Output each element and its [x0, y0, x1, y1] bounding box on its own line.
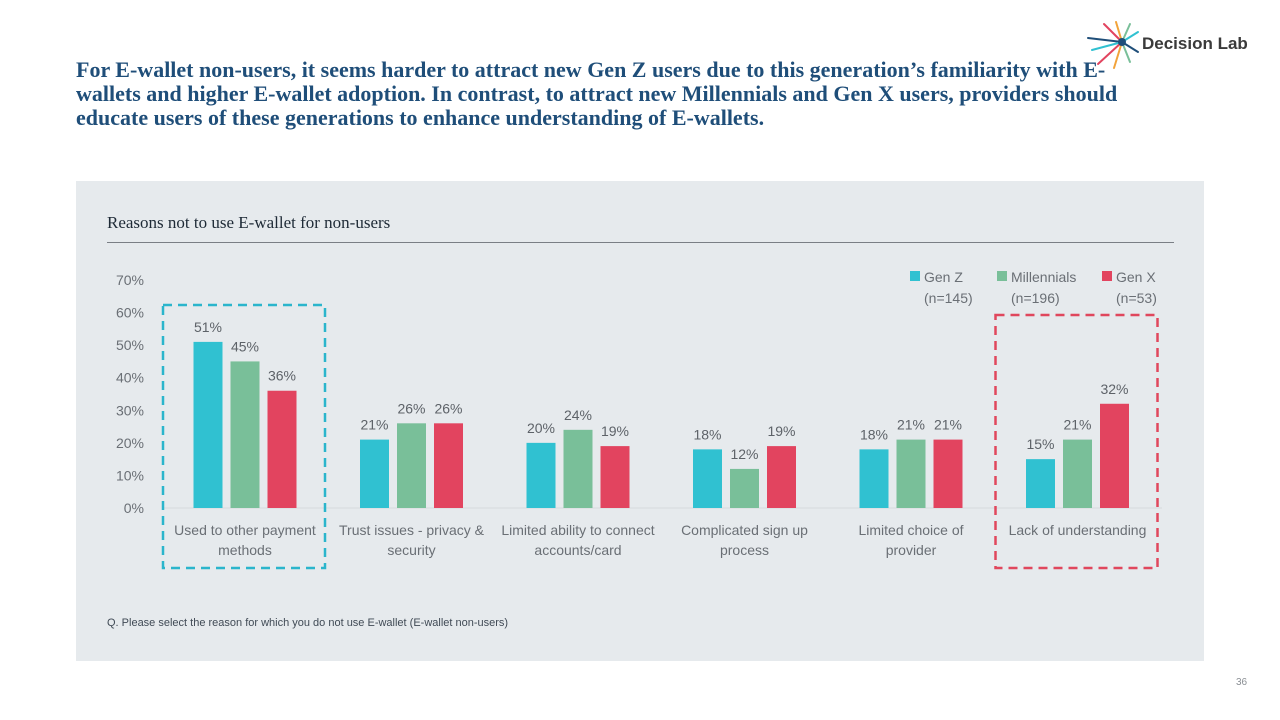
- bar-gen-x: [1100, 403, 1129, 508]
- x-category-label: Trust issues - privacy &: [339, 522, 485, 538]
- x-category-label: process: [720, 542, 769, 558]
- data-label-gen-x: 19%: [767, 423, 795, 439]
- chart-panel: [76, 181, 1204, 661]
- x-category-label: provider: [886, 542, 937, 558]
- data-label-millennials: 12%: [730, 446, 758, 462]
- legend-swatch-gen-x: [1102, 271, 1112, 281]
- data-label-gen-x: 36%: [268, 368, 296, 384]
- legend-label-millennials: Millennials: [1011, 269, 1076, 285]
- bar-gen-z: [693, 449, 722, 508]
- x-category-label: Lack of understanding: [1009, 522, 1147, 538]
- bar-gen-x: [933, 439, 963, 508]
- bar-millennials: [397, 423, 426, 508]
- legend-swatch-gen-z: [910, 271, 920, 281]
- starburst-logo-icon: [1087, 21, 1139, 69]
- chart-title: Reasons not to use E-wallet for non-user…: [107, 213, 391, 232]
- data-label-gen-z: 21%: [360, 417, 388, 433]
- y-tick-label: 70%: [116, 272, 144, 288]
- bar-gen-x: [767, 446, 796, 508]
- data-label-millennials: 21%: [1063, 417, 1091, 433]
- y-tick-label: 10%: [116, 467, 144, 483]
- legend-label-gen-z: Gen Z: [924, 269, 963, 285]
- bar-gen-z: [859, 449, 889, 508]
- bar-millennials: [896, 439, 926, 508]
- data-label-gen-z: 51%: [194, 319, 222, 335]
- highlight-box-lack-of-understanding: [994, 313, 1159, 570]
- data-label-gen-z: 18%: [693, 426, 721, 442]
- data-label-millennials: 45%: [231, 338, 259, 354]
- highlight-box-used-to-other: [161, 303, 327, 570]
- legend-n-millennials: (n=196): [1011, 290, 1060, 306]
- legend-label-gen-x: Gen X: [1116, 269, 1156, 285]
- bar-gen-z: [360, 439, 389, 508]
- y-tick-label: 50%: [116, 337, 144, 353]
- title-divider: [107, 242, 1174, 243]
- data-label-gen-x: 21%: [934, 417, 962, 433]
- bar-millennials: [1063, 439, 1092, 508]
- data-label-millennials: 26%: [397, 400, 425, 416]
- x-category-label: Limited choice of: [858, 522, 963, 538]
- bar-gen-x: [600, 446, 630, 508]
- y-tick-label: 20%: [116, 435, 144, 451]
- bar-gen-z: [526, 442, 556, 508]
- x-category-label: Limited ability to connect: [501, 522, 654, 538]
- bar-gen-z: [193, 341, 223, 508]
- data-label-gen-x: 32%: [1100, 381, 1128, 397]
- data-label-gen-z: 15%: [1026, 436, 1054, 452]
- bar-millennials: [563, 429, 593, 508]
- legend-n-gen-z: (n=145): [924, 290, 973, 306]
- bar-millennials: [230, 361, 260, 508]
- y-tick-label: 60%: [116, 305, 144, 321]
- data-label-gen-x: 26%: [434, 400, 462, 416]
- headline: For E-wallet non-users, it seems harder …: [76, 57, 1118, 130]
- y-tick-label: 0%: [124, 500, 144, 516]
- bar-gen-z: [1026, 459, 1055, 508]
- y-tick-label: 30%: [116, 402, 144, 418]
- data-label-millennials: 21%: [897, 417, 925, 433]
- bar-gen-x: [434, 423, 463, 508]
- data-label-gen-z: 20%: [527, 420, 555, 436]
- y-tick-label: 40%: [116, 370, 144, 386]
- data-label-gen-z: 18%: [860, 426, 888, 442]
- legend-n-gen-x: (n=53): [1116, 290, 1157, 306]
- x-category-label: methods: [218, 542, 272, 558]
- page-number: 36: [1236, 677, 1248, 688]
- bar-gen-x: [267, 390, 297, 508]
- x-category-label: security: [387, 542, 435, 558]
- x-category-label: Used to other payment: [174, 522, 316, 538]
- logo-text: Decision Lab: [1142, 34, 1248, 53]
- data-label-millennials: 24%: [564, 407, 592, 423]
- x-category-label: accounts/card: [534, 542, 621, 558]
- bar-millennials: [730, 468, 759, 508]
- data-label-gen-x: 19%: [601, 423, 629, 439]
- x-category-label: Complicated sign up: [681, 522, 808, 538]
- legend-swatch-millennials: [997, 271, 1007, 281]
- question-footnote: Q. Please select the reason for which yo…: [107, 617, 509, 629]
